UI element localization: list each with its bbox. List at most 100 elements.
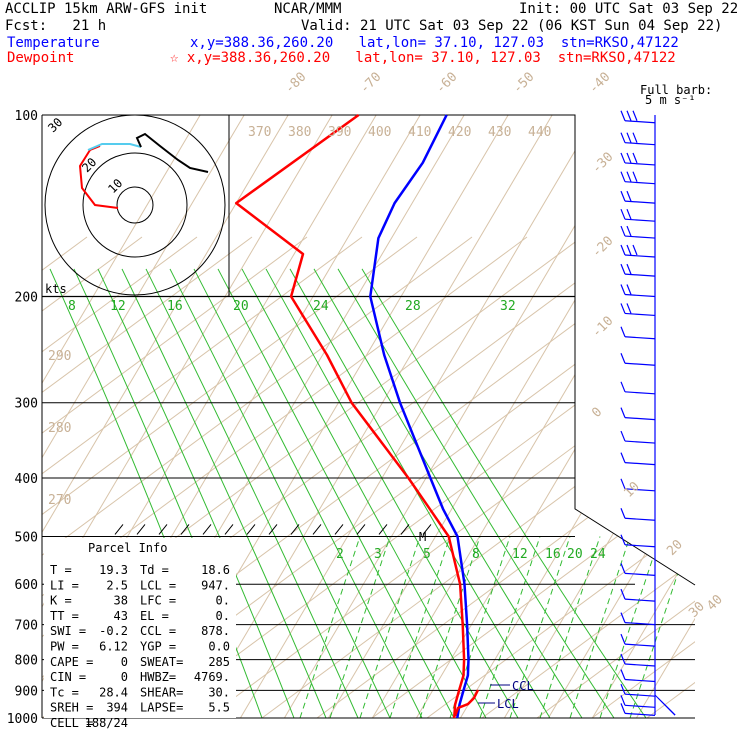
pressure-tick-label: 800 xyxy=(15,654,38,669)
mixing-ratio-label: 32 xyxy=(500,299,516,314)
moist-adiabat-line xyxy=(389,536,451,718)
pressure-tick-label: 900 xyxy=(15,684,38,699)
temperature-location: x,y=388.36,260.20 lat,lon= 37.10, 127.03… xyxy=(190,35,679,51)
chart-title: ACCLIP 15km ARW-GFS init xyxy=(5,1,208,17)
theta-side-label: 280 xyxy=(48,421,71,436)
isotherm-line xyxy=(540,115,695,718)
wind-barb-flag xyxy=(626,208,632,220)
wind-barb-flag xyxy=(620,407,626,418)
wind-barb xyxy=(624,142,656,146)
mixing-ratio-line xyxy=(73,268,263,718)
theta-label: 400 xyxy=(368,125,391,140)
parcel-field-label: LAPSE= xyxy=(140,701,183,715)
pressure-tick-label: 700 xyxy=(15,619,38,634)
hodograph-trace-upper xyxy=(135,132,209,173)
valid-time: Valid: 21 UTC Sat 03 Sep 22 (06 KST Sun … xyxy=(301,18,723,34)
wind-barb xyxy=(624,120,656,124)
isotherm-label: 40 xyxy=(704,592,726,614)
wind-barb xyxy=(624,663,656,667)
moist-adiabat-line xyxy=(419,536,481,718)
adiabat-line xyxy=(42,236,418,718)
wind-barb-flag xyxy=(620,208,626,220)
wind-barb-flag xyxy=(620,353,626,364)
parcel-field-value: 0.0 xyxy=(208,640,230,654)
mixing-ratio-line xyxy=(169,268,391,718)
parcel-field-value: 285 xyxy=(208,655,230,669)
mixing-ratio-label: 16 xyxy=(545,547,561,562)
hatch-mark xyxy=(180,524,190,535)
wind-barb xyxy=(624,235,656,239)
hodograph-ring xyxy=(116,186,154,224)
theta-label: 440 xyxy=(528,125,551,140)
adiabat-line xyxy=(42,236,363,718)
wind-barb-flag xyxy=(632,152,638,164)
parcel-info-box: Parcel Info T = 19.3 Td = 18.6 LI = 2.5 LCL = 94… xyxy=(44,538,236,730)
parcel-field-value: 4769. xyxy=(194,670,230,684)
wind-barb-flag xyxy=(626,110,632,121)
mixing-ratio-label: 3 xyxy=(374,547,382,562)
parcel-field-label: SWEAT= xyxy=(140,655,183,669)
mixing-ratio-label: 24 xyxy=(313,299,329,314)
mixing-ratio-grid xyxy=(49,268,691,718)
adiabat-line xyxy=(371,236,695,718)
parcel-field-value: 43 xyxy=(114,609,128,623)
wind-barb-flag xyxy=(626,244,632,256)
wind-barb-flag xyxy=(620,478,626,490)
mixing-level-label: M xyxy=(419,530,426,544)
hodograph: 10 20 30 kts xyxy=(44,114,226,296)
wind-barb xyxy=(624,417,656,421)
parcel-field-label: CAPE = xyxy=(50,655,93,669)
wind-barb xyxy=(624,312,656,317)
hodograph-ring-label: 30 xyxy=(45,115,65,135)
adiabat-line xyxy=(42,236,253,718)
wind-barb-flag xyxy=(626,263,632,275)
parcel-field-label: Tc = xyxy=(50,685,79,699)
moist-adiabat-line xyxy=(329,536,391,718)
wind-barb xyxy=(624,162,656,166)
wind-barb-flag xyxy=(620,612,626,623)
wind-barb xyxy=(624,704,656,708)
wind-barb-flag xyxy=(626,303,632,314)
parcel-field-value: 0. xyxy=(216,594,230,608)
moist-adiabat-line xyxy=(299,536,361,718)
adiabat-line xyxy=(42,236,308,718)
parcel-field-label: TT = xyxy=(50,609,79,623)
wind-barb-flag xyxy=(620,653,626,665)
parcel-field-value: 19.3 xyxy=(99,563,128,577)
dewpoint-legend: Dewpoint xyxy=(7,50,75,66)
isotherm-label: 0 xyxy=(589,405,605,421)
isotherm-line xyxy=(496,115,695,718)
isotherm-line xyxy=(628,115,695,718)
wind-barb xyxy=(624,693,656,697)
wind-barb xyxy=(624,621,656,626)
hodograph-ring xyxy=(82,152,188,258)
wind-barb-flag xyxy=(620,452,626,463)
hatch-mark xyxy=(202,524,212,535)
wind-barb-flag xyxy=(620,190,626,202)
lcl-label: LCL xyxy=(497,697,519,711)
mixing-ratio-line xyxy=(121,268,327,718)
pressure-tick-label: 100 xyxy=(15,109,38,124)
wind-barb-flag xyxy=(632,244,638,256)
wind-barb xyxy=(624,181,656,185)
mixing-ratio-label: 5 xyxy=(423,547,431,562)
parcel-field-value: 2.5 xyxy=(106,578,128,592)
hatch-mark xyxy=(158,524,168,535)
wind-barb-flag xyxy=(620,132,626,143)
pressure-tick-label: 1000 xyxy=(7,712,38,727)
theta-label: 380 xyxy=(288,125,311,140)
wind-barb-flag xyxy=(620,225,626,237)
parcel-field-label: EL = xyxy=(140,609,169,623)
mixing-ratio-label: 12 xyxy=(110,299,126,314)
parcel-field-value: 28.4 xyxy=(99,685,128,699)
wind-barb xyxy=(624,462,656,466)
hatch-mark xyxy=(290,524,300,535)
isotherm-label: -50 xyxy=(510,70,537,97)
parcel-field-value: 0. xyxy=(216,609,230,623)
wind-barb xyxy=(624,440,656,444)
pressure-tick-label: 500 xyxy=(15,530,38,545)
wind-barb xyxy=(624,517,656,521)
hatch-mark xyxy=(334,524,344,535)
wind-barb-flag xyxy=(620,563,626,574)
parcel-field-label: SREH = xyxy=(50,701,93,715)
